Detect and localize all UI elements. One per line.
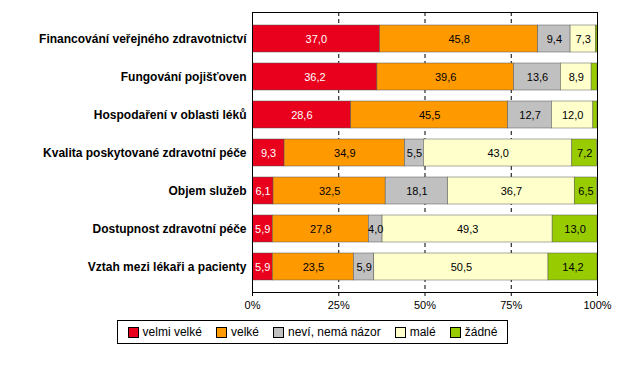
svg-text:39,6: 39,6	[435, 71, 456, 83]
svg-text:7,2: 7,2	[577, 147, 592, 159]
svg-text:28,6: 28,6	[291, 109, 312, 121]
svg-text:75%: 75%	[500, 299, 522, 311]
svg-text:Fungování pojišťoven: Fungování pojišťoven	[121, 70, 247, 84]
svg-text:Hospodaření v oblasti léků: Hospodaření v oblasti léků	[94, 108, 247, 122]
svg-text:8,9: 8,9	[569, 71, 584, 83]
svg-text:45,5: 45,5	[419, 109, 440, 121]
svg-text:45,8: 45,8	[448, 33, 469, 45]
svg-text:36,7: 36,7	[501, 185, 522, 197]
svg-text:13,0: 13,0	[564, 223, 585, 235]
svg-text:49,3: 49,3	[457, 223, 478, 235]
html-text:žádné: žádné	[464, 325, 498, 339]
svg-text:0%: 0%	[245, 299, 261, 311]
svg-text:9,4: 9,4	[547, 33, 562, 45]
svg-text:5,9: 5,9	[255, 223, 270, 235]
svg-text:9,3: 9,3	[261, 147, 276, 159]
svg-text:Dostupnost zdravotní péče: Dostupnost zdravotní péče	[92, 222, 246, 236]
svg-text:5,9: 5,9	[255, 261, 270, 273]
svg-text:27,8: 27,8	[310, 223, 331, 235]
svg-text:43,0: 43,0	[487, 147, 508, 159]
html-text:velké: velké	[231, 325, 259, 339]
svg-text:32,5: 32,5	[319, 185, 340, 197]
svg-text:6,5: 6,5	[578, 185, 593, 197]
svg-text:13,6: 13,6	[527, 71, 548, 83]
svg-text:12,0: 12,0	[562, 109, 583, 121]
svg-text:Objem služeb: Objem služeb	[168, 184, 246, 198]
svg-text:Vztah mezi lékaři a pacienty: Vztah mezi lékaři a pacienty	[88, 260, 247, 274]
svg-text:6,1: 6,1	[255, 185, 270, 197]
svg-text:7,3: 7,3	[576, 33, 591, 45]
svg-text:25%: 25%	[328, 299, 350, 311]
svg-text:5,5: 5,5	[407, 147, 422, 159]
svg-text:50%: 50%	[414, 299, 436, 311]
svg-text:5,9: 5,9	[356, 261, 371, 273]
svg-text:Kvalita poskytované zdravotní: Kvalita poskytované zdravotní péče	[43, 146, 247, 160]
svg-text:14,2: 14,2	[562, 261, 583, 273]
svg-text:37,0: 37,0	[306, 33, 327, 45]
svg-text:100%: 100%	[583, 299, 611, 311]
html-text:neví, nemá názor: neví, nemá názor	[288, 325, 381, 339]
svg-text:34,9: 34,9	[334, 147, 355, 159]
svg-text:Financování veřejného zdravotn: Financování veřejného zdravotnictví	[39, 32, 247, 46]
html-text:malé: malé	[409, 325, 436, 339]
svg-text:50,5: 50,5	[451, 261, 472, 273]
svg-text:23,5: 23,5	[303, 261, 324, 273]
svg-text:18,1: 18,1	[406, 185, 427, 197]
svg-text:4,0: 4,0	[368, 223, 383, 235]
svg-text:36,2: 36,2	[304, 71, 325, 83]
svg-text:12,7: 12,7	[519, 109, 540, 121]
html-text:velmi velké: velmi velké	[142, 325, 202, 339]
